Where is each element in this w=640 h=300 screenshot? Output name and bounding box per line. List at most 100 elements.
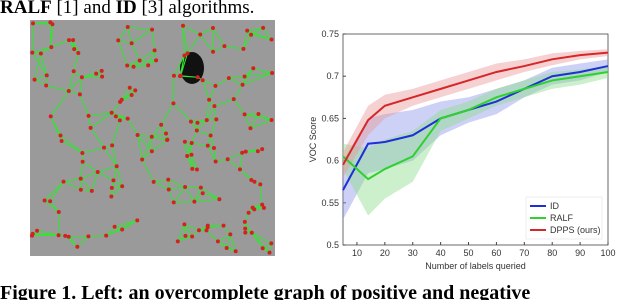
graph-node	[78, 187, 83, 192]
x-tick-label: 60	[491, 248, 501, 258]
graph-node	[225, 157, 230, 162]
graph-node	[221, 223, 226, 228]
graph-node	[213, 83, 218, 88]
graph-node	[164, 131, 169, 136]
y-tick-label: 0.75	[321, 29, 339, 39]
graph-node	[194, 128, 199, 133]
graph-node	[205, 143, 210, 148]
graph-node	[269, 241, 274, 246]
graph-node	[135, 218, 140, 223]
graph-node	[72, 47, 77, 52]
graph-node	[267, 250, 272, 255]
top-text: RALF [1] and ID [3] algorithms.	[0, 0, 254, 18]
y-tick-label: 0.7	[326, 71, 339, 81]
graph-node	[237, 167, 242, 172]
graph-node	[159, 122, 164, 127]
graph-node	[204, 228, 209, 233]
graph-node	[94, 71, 99, 76]
graph-image	[30, 20, 275, 256]
graph-node	[261, 25, 266, 30]
graph-node	[188, 119, 193, 124]
graph-node	[109, 194, 114, 199]
graph-node	[140, 157, 145, 162]
confidence-band	[343, 66, 608, 216]
confidence-band	[343, 49, 608, 178]
graph-node	[175, 239, 180, 244]
graph-node	[242, 112, 247, 117]
graph-node	[195, 120, 200, 125]
graph-node	[104, 233, 109, 238]
y-tick-label: 0.6	[326, 156, 339, 166]
graph-node	[183, 185, 188, 190]
graph-node	[48, 114, 53, 119]
graph-node	[185, 51, 190, 56]
graph-node	[42, 198, 47, 203]
x-tick-label: 80	[547, 248, 557, 258]
x-tick-label: 90	[575, 248, 585, 258]
graph-node	[113, 114, 118, 119]
graph-node	[204, 118, 209, 123]
graph-node	[135, 132, 140, 137]
graph-node	[80, 159, 85, 164]
graph-node	[233, 249, 238, 254]
graph-node	[171, 73, 176, 78]
graph-node	[212, 104, 217, 109]
text-run: [1] and	[52, 0, 116, 18]
text-run: ID	[116, 0, 137, 18]
graph-node	[258, 182, 263, 187]
graph-node	[246, 210, 251, 215]
graph-node	[109, 185, 114, 190]
graph-node	[256, 112, 261, 117]
y-axis-label: VOC Score	[308, 117, 318, 163]
graph-node	[100, 74, 105, 79]
graph-node	[260, 246, 265, 251]
x-axis-label: Number of labels queried	[425, 261, 526, 271]
graph-node	[210, 26, 215, 31]
graph-node	[80, 150, 85, 155]
graph-node	[71, 38, 76, 43]
graph-node	[61, 179, 66, 184]
graph-node	[125, 116, 130, 121]
graph-node	[99, 68, 104, 73]
graph-node	[95, 169, 100, 174]
graph-node	[88, 125, 93, 130]
x-tick-label: 50	[464, 248, 474, 258]
graph-node	[56, 233, 61, 238]
graph-node	[242, 74, 247, 79]
graph-node	[150, 27, 155, 32]
graph-node	[30, 50, 35, 55]
y-tick-label: 0.5	[326, 240, 339, 250]
graph-node	[190, 166, 195, 171]
graph-node	[178, 73, 183, 78]
graph-node	[249, 177, 254, 182]
graph-node	[182, 139, 187, 144]
graph-node	[63, 233, 68, 238]
graph-node	[231, 97, 236, 102]
graph-node	[131, 64, 136, 69]
graph-node	[189, 152, 194, 157]
graph-node	[137, 58, 142, 63]
graph-node	[49, 45, 54, 50]
graph-node	[146, 63, 151, 68]
y-tick-label: 0.55	[321, 198, 339, 208]
graph-node	[166, 187, 171, 192]
graph-node	[200, 191, 205, 196]
graph-node	[270, 71, 275, 76]
graph-node	[194, 167, 199, 172]
graph-node	[213, 159, 218, 164]
graph-node	[67, 38, 72, 43]
graph-node	[151, 179, 156, 184]
graph-node	[240, 82, 245, 87]
x-tick-label: 10	[352, 248, 362, 258]
graph-node	[208, 133, 213, 138]
x-tick-label: 100	[600, 248, 615, 258]
graph-node	[44, 83, 49, 88]
graph-node	[249, 32, 254, 37]
graph-node	[269, 37, 274, 42]
graph-node	[110, 143, 115, 148]
x-tick-label: 40	[436, 248, 446, 258]
graph-node	[195, 75, 200, 80]
graph-node	[166, 177, 171, 182]
